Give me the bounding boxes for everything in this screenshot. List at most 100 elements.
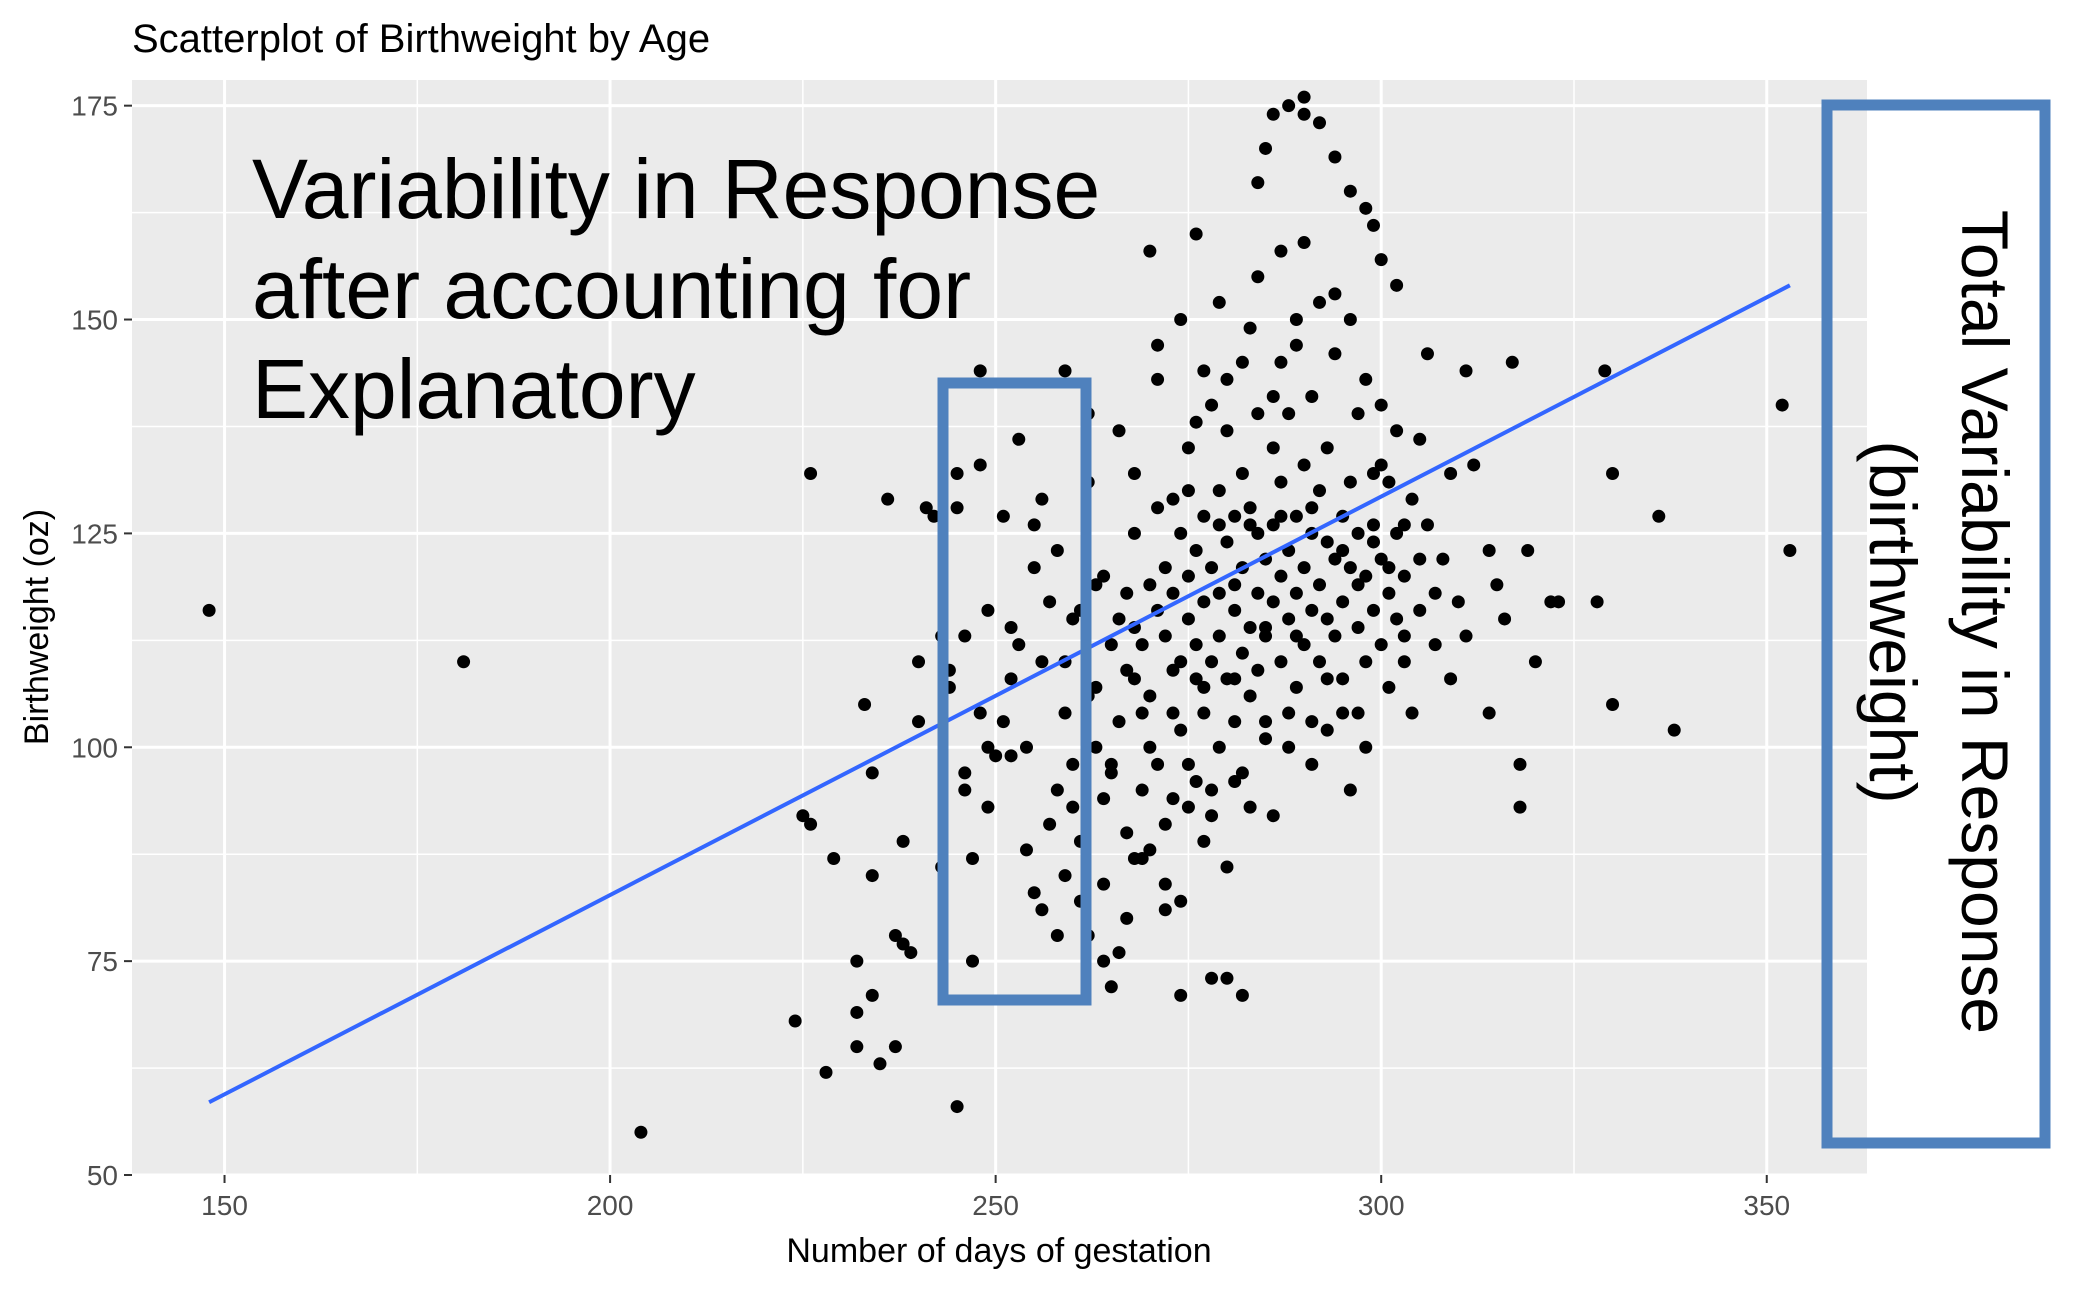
data-point [1097, 954, 1111, 968]
data-point [1166, 586, 1180, 600]
data-point [1521, 544, 1535, 558]
data-point [1189, 672, 1203, 686]
data-point [1482, 706, 1496, 720]
data-point [1305, 603, 1319, 617]
data-point [1313, 655, 1327, 669]
data-point [1652, 509, 1666, 523]
data-point [1274, 655, 1288, 669]
data-point [1197, 680, 1211, 694]
data-point [1228, 509, 1242, 523]
data-point [1243, 501, 1257, 515]
data-point [1212, 484, 1226, 498]
data-point [1189, 415, 1203, 429]
data-point [1205, 971, 1219, 985]
data-point [1104, 638, 1118, 652]
data-point [1336, 672, 1350, 686]
data-point [1444, 467, 1458, 481]
data-point [1027, 518, 1041, 532]
data-point [1035, 655, 1049, 669]
data-point [1228, 578, 1242, 592]
data-point [1482, 544, 1496, 558]
data-point [881, 492, 895, 506]
data-point [950, 1100, 964, 1114]
data-point [804, 817, 818, 831]
data-point [1297, 90, 1311, 104]
data-point [1390, 612, 1404, 626]
data-point [1490, 578, 1504, 592]
data-point [1235, 766, 1249, 780]
data-point [1220, 535, 1234, 549]
y-tick-label: 150 [71, 305, 118, 336]
data-point [1428, 638, 1442, 652]
data-point [1166, 706, 1180, 720]
data-point [1336, 706, 1350, 720]
data-point [1004, 749, 1018, 763]
data-point [1359, 201, 1373, 215]
data-point [1174, 988, 1188, 1002]
data-point [1313, 295, 1327, 309]
data-point [1019, 843, 1033, 857]
data-point [1397, 518, 1411, 532]
data-point [1235, 467, 1249, 481]
data-point [1428, 586, 1442, 600]
data-point [1235, 646, 1249, 660]
data-point [1467, 458, 1481, 472]
data-point [950, 467, 964, 481]
data-point [989, 749, 1003, 763]
data-point [1104, 980, 1118, 994]
data-point [1120, 911, 1134, 925]
data-point [1328, 629, 1342, 643]
data-point [457, 655, 471, 669]
data-point [1066, 800, 1080, 814]
data-point [1181, 800, 1195, 814]
data-point [1019, 740, 1033, 754]
data-point [1397, 629, 1411, 643]
data-point [1228, 672, 1242, 686]
data-point [1259, 621, 1273, 634]
data-point [1120, 586, 1134, 600]
data-point [1228, 715, 1242, 729]
data-point [1043, 595, 1057, 609]
data-point [1359, 569, 1373, 583]
data-point [1143, 578, 1157, 592]
data-point [1251, 663, 1265, 677]
data-point [634, 1125, 648, 1139]
data-point [958, 783, 972, 797]
data-point [1205, 783, 1219, 797]
data-point [904, 946, 918, 960]
grid-minor [132, 80, 1867, 1175]
data-point [1058, 364, 1072, 378]
data-point [1158, 877, 1172, 891]
data-point [1181, 757, 1195, 771]
data-point [1097, 569, 1111, 583]
data-point [1528, 655, 1542, 669]
data-point [966, 851, 980, 865]
data-point [1158, 817, 1172, 831]
data-point [1166, 663, 1180, 677]
data-point [996, 509, 1010, 523]
data-point [1390, 424, 1404, 438]
data-point [1282, 612, 1296, 626]
data-point [1243, 689, 1257, 703]
data-point [1320, 672, 1334, 686]
data-point [865, 988, 879, 1002]
data-point [796, 809, 810, 823]
data-point [1305, 757, 1319, 771]
data-point [1235, 988, 1249, 1002]
data-point [1174, 655, 1188, 669]
data-point [1228, 603, 1242, 617]
data-point [1127, 672, 1141, 686]
data-point [1212, 629, 1226, 643]
data-point [1266, 595, 1280, 609]
data-point [1289, 586, 1303, 600]
x-tick-label: 350 [1743, 1190, 1790, 1221]
data-point [1205, 655, 1219, 669]
data-point [958, 766, 972, 780]
data-point [1420, 347, 1434, 361]
outer-annotation-line-2: (birthweight) [1856, 440, 1930, 803]
chart-title: Scatterplot of Birthweight by Age [132, 17, 710, 61]
data-point [1120, 826, 1134, 840]
data-point [1328, 347, 1342, 361]
inner-annotation-line-1: Variability in Response [252, 142, 1100, 236]
